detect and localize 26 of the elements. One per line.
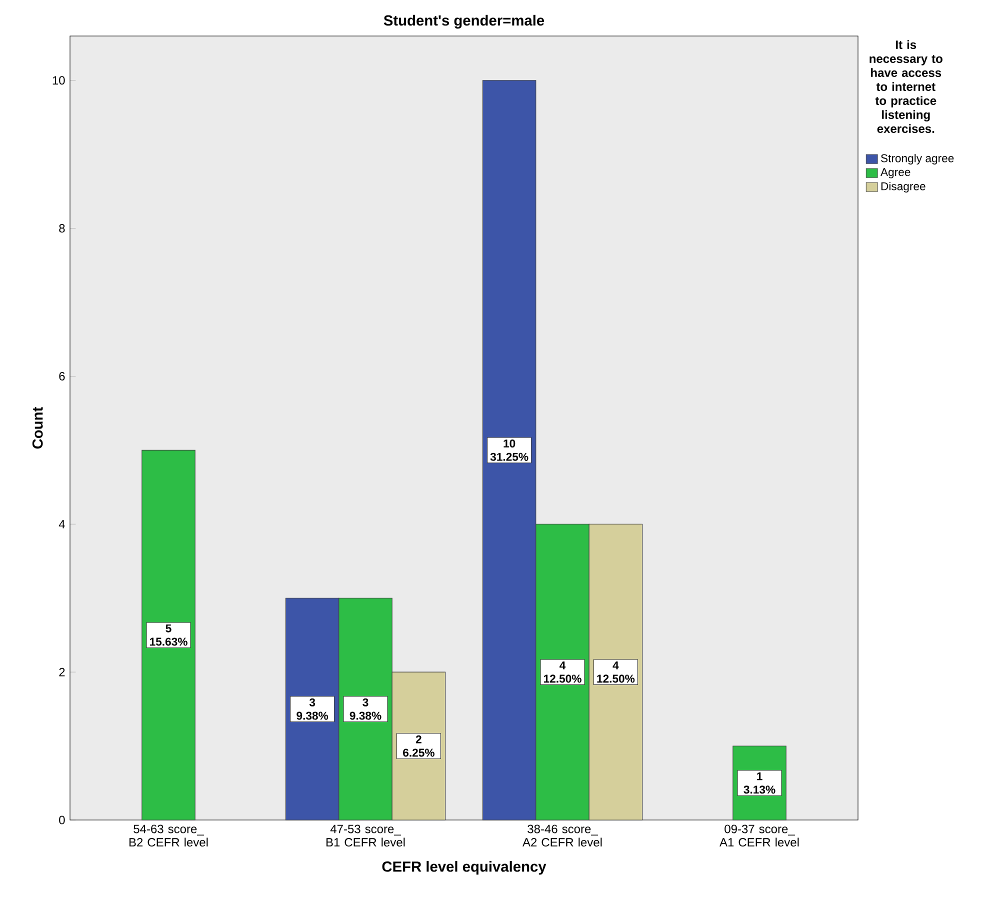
data-label: 3 9.38% <box>350 698 382 720</box>
data-label: 4 12.50% <box>544 661 582 683</box>
legend-label: Disagree <box>881 182 926 193</box>
data-label: 1 3.13% <box>744 772 776 794</box>
y-tick-label: 6 <box>59 372 65 380</box>
data-label: 2 6.25% <box>403 735 434 757</box>
data-label: 10 31.25% <box>490 440 528 461</box>
y-tick-label: 2 <box>59 668 65 676</box>
bar <box>142 450 196 820</box>
y-tick-label: 10 <box>52 76 65 85</box>
legend-title: It is necessary to have access to internet to practice listening exercises. <box>870 40 942 134</box>
y-tick-label: 8 <box>59 224 65 233</box>
y-tick-label: 0 <box>59 816 65 824</box>
data-label: 5 15.63% <box>150 624 188 646</box>
x-tick-label: 09-37 score_ A1 CEFR level <box>720 824 799 847</box>
y-axis-title: Count <box>32 406 43 449</box>
data-label: 3 9.38% <box>296 698 328 720</box>
x-tick-label: 54-63 score_ B2 CEFR level <box>129 824 208 847</box>
legend-label: Strongly agree <box>881 154 954 164</box>
y-tick-label: 4 <box>58 520 65 528</box>
chart-title: Student's gender=male <box>384 14 544 29</box>
x-tick-label: 38-46 score_ A2 CEFR level <box>522 824 602 847</box>
data-label: 4 12.50% <box>597 661 635 683</box>
x-axis-title: CEFR level equivalency <box>382 861 546 875</box>
x-tick-label: 47-53 score_ B1 CEFR level <box>326 824 405 847</box>
legend-label: Agree <box>880 168 910 178</box>
